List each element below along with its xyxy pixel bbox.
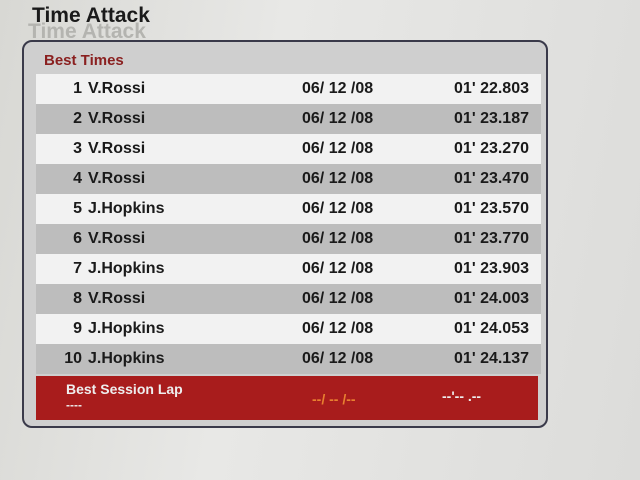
record-row: 9 J.Hopkins 06/ 12 /08 01' 24.053 bbox=[36, 314, 541, 344]
record-rank: 8 bbox=[73, 290, 82, 307]
session-date: --/ -- /-- bbox=[312, 391, 356, 407]
best-session-lap-row: Best Session Lap ---- --/ -- /-- --'-- .… bbox=[36, 376, 538, 420]
record-date: 06/ 12 /08 bbox=[302, 200, 374, 217]
title-shadow: Time Attack bbox=[28, 20, 146, 43]
record-time: 01' 23.770 bbox=[454, 230, 529, 247]
record-name: J.Hopkins bbox=[88, 320, 165, 337]
record-date: 06/ 12 /08 bbox=[302, 170, 374, 187]
record-name: V.Rossi bbox=[88, 170, 146, 187]
record-rank: 4 bbox=[73, 170, 82, 187]
session-label: Best Session Lap bbox=[66, 381, 183, 397]
record-time: 01' 23.470 bbox=[454, 170, 529, 187]
record-time: 01' 23.187 bbox=[454, 110, 529, 127]
record-name: J.Hopkins bbox=[88, 200, 165, 217]
record-time: 01' 23.270 bbox=[454, 140, 529, 157]
record-name: V.Rossi bbox=[88, 110, 146, 127]
record-row: 2 V.Rossi 06/ 12 /08 01' 23.187 bbox=[36, 104, 541, 134]
record-rank: 3 bbox=[73, 140, 82, 157]
record-rank: 1 bbox=[73, 80, 82, 97]
best-times-panel: Best Times 1 V.Rossi 06/ 12 /08 01' 22.803 2… bbox=[22, 40, 548, 428]
record-date: 06/ 12 /08 bbox=[302, 140, 374, 157]
record-name: V.Rossi bbox=[88, 140, 146, 157]
record-name: V.Rossi bbox=[88, 290, 146, 307]
record-rank: 9 bbox=[73, 320, 82, 337]
record-rank: 6 bbox=[73, 230, 82, 247]
record-row: 1 V.Rossi 06/ 12 /08 01' 22.803 bbox=[36, 74, 541, 104]
record-date: 06/ 12 /08 bbox=[302, 290, 374, 307]
record-date: 06/ 12 /08 bbox=[302, 230, 374, 247]
record-date: 06/ 12 /08 bbox=[302, 260, 374, 277]
record-name: V.Rossi bbox=[88, 80, 146, 97]
record-row: 3 V.Rossi 06/ 12 /08 01' 23.270 bbox=[36, 134, 541, 164]
record-time: 01' 22.803 bbox=[454, 80, 529, 97]
record-rank: 10 bbox=[64, 350, 82, 367]
record-row: 7 J.Hopkins 06/ 12 /08 01' 23.903 bbox=[36, 254, 541, 284]
record-row: 5 J.Hopkins 06/ 12 /08 01' 23.570 bbox=[36, 194, 541, 224]
page-title: Time Attack bbox=[32, 4, 150, 27]
record-row: 6 V.Rossi 06/ 12 /08 01' 23.770 bbox=[36, 224, 541, 254]
record-date: 06/ 12 /08 bbox=[302, 350, 374, 367]
record-name: J.Hopkins bbox=[88, 260, 165, 277]
record-time: 01' 24.053 bbox=[454, 320, 529, 337]
record-name: V.Rossi bbox=[88, 230, 146, 247]
record-date: 06/ 12 /08 bbox=[302, 80, 374, 97]
record-row: 8 V.Rossi 06/ 12 /08 01' 24.003 bbox=[36, 284, 541, 314]
record-date: 06/ 12 /08 bbox=[302, 110, 374, 127]
record-rank: 7 bbox=[73, 260, 82, 277]
record-time: 01' 24.137 bbox=[454, 350, 529, 367]
records-list: 1 V.Rossi 06/ 12 /08 01' 22.803 2 V.Rossi 06/ … bbox=[36, 74, 541, 374]
record-name: J.Hopkins bbox=[88, 350, 165, 367]
record-rank: 5 bbox=[73, 200, 82, 217]
record-date: 06/ 12 /08 bbox=[302, 320, 374, 337]
section-title: Best Times bbox=[44, 52, 124, 69]
record-row: 10 J.Hopkins 06/ 12 /08 01' 24.137 bbox=[36, 344, 541, 374]
record-time: 01' 23.903 bbox=[454, 260, 529, 277]
session-time: --'-- .-- bbox=[442, 388, 482, 404]
record-rank: 2 bbox=[73, 110, 82, 127]
record-time: 01' 24.003 bbox=[454, 290, 529, 307]
record-row: 4 V.Rossi 06/ 12 /08 01' 23.470 bbox=[36, 164, 541, 194]
session-name: ---- bbox=[66, 398, 82, 412]
record-time: 01' 23.570 bbox=[454, 200, 529, 217]
